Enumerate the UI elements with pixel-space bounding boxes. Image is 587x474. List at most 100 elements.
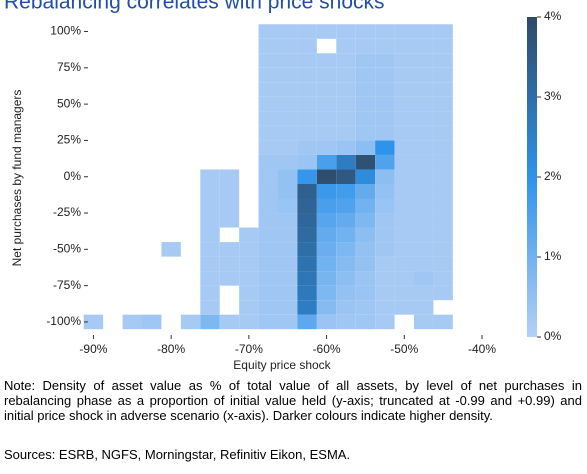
cell bbox=[355, 227, 376, 243]
cell bbox=[316, 314, 337, 330]
cell bbox=[394, 271, 415, 286]
cell bbox=[200, 213, 220, 228]
cell bbox=[297, 82, 317, 97]
cell bbox=[278, 111, 298, 126]
y-tick-label: -25% bbox=[53, 205, 81, 219]
cell bbox=[433, 82, 453, 97]
x-tick-label: -50% bbox=[390, 342, 418, 356]
colorbar-tick-label: 2% bbox=[544, 169, 562, 183]
cell bbox=[297, 271, 317, 286]
cell bbox=[336, 300, 356, 315]
cell bbox=[433, 183, 453, 199]
cell bbox=[433, 67, 453, 83]
cell bbox=[278, 300, 298, 315]
cell bbox=[394, 213, 415, 228]
cell bbox=[278, 256, 298, 272]
cell bbox=[355, 154, 376, 170]
cell bbox=[278, 242, 298, 257]
cell bbox=[200, 242, 220, 257]
cell bbox=[83, 314, 104, 330]
cell bbox=[278, 67, 298, 83]
cell bbox=[297, 227, 317, 243]
cell bbox=[355, 111, 376, 126]
cell bbox=[278, 154, 298, 170]
cell bbox=[394, 38, 415, 54]
cell bbox=[394, 140, 415, 155]
cell bbox=[394, 183, 415, 199]
cell bbox=[394, 53, 415, 68]
cell bbox=[336, 24, 356, 39]
cell bbox=[200, 256, 220, 272]
x-tick-label: -40% bbox=[468, 342, 496, 356]
cell bbox=[375, 24, 395, 39]
cell bbox=[375, 227, 395, 243]
cell bbox=[433, 24, 453, 39]
cell bbox=[375, 242, 395, 257]
cell bbox=[336, 213, 356, 228]
cell bbox=[297, 242, 317, 257]
cell bbox=[355, 38, 376, 54]
y-tick-label: -75% bbox=[53, 278, 81, 292]
cell bbox=[316, 82, 337, 97]
cell bbox=[433, 271, 453, 286]
cell bbox=[355, 183, 376, 199]
cell bbox=[316, 169, 337, 184]
cell bbox=[414, 213, 434, 228]
cell bbox=[219, 169, 240, 184]
cell bbox=[258, 154, 279, 170]
y-tick-label: 75% bbox=[57, 60, 81, 74]
note: Note: Density of asset value as % of tot… bbox=[4, 378, 582, 423]
y-tick-label: 25% bbox=[57, 133, 81, 147]
cell bbox=[278, 227, 298, 243]
cell bbox=[239, 300, 259, 315]
cell bbox=[200, 300, 220, 315]
y-tick-label: 100% bbox=[50, 24, 81, 38]
cell bbox=[258, 169, 279, 184]
cell bbox=[316, 67, 337, 83]
y-tick-label: -50% bbox=[53, 242, 81, 256]
cell bbox=[414, 256, 434, 272]
cell bbox=[219, 314, 240, 330]
cell bbox=[414, 314, 434, 330]
cell bbox=[297, 285, 317, 301]
cell bbox=[394, 285, 415, 301]
cell bbox=[258, 300, 279, 315]
colorbar-tick-label: 1% bbox=[544, 249, 562, 263]
cell bbox=[200, 227, 220, 243]
cell bbox=[336, 314, 356, 330]
cell bbox=[219, 242, 240, 257]
cell bbox=[433, 242, 453, 257]
cell bbox=[375, 82, 395, 97]
cell bbox=[200, 183, 220, 199]
cell bbox=[316, 242, 337, 257]
y-tick-label: 0% bbox=[64, 169, 82, 183]
cell bbox=[297, 183, 317, 199]
cell bbox=[355, 271, 376, 286]
cell bbox=[394, 111, 415, 126]
cell bbox=[433, 96, 453, 112]
cell bbox=[414, 154, 434, 170]
cell bbox=[375, 53, 395, 68]
x-tick-label: -60% bbox=[313, 342, 341, 356]
cell bbox=[375, 183, 395, 199]
cell bbox=[336, 53, 356, 68]
cell bbox=[219, 213, 240, 228]
cell bbox=[336, 82, 356, 97]
cell bbox=[297, 67, 317, 83]
cell bbox=[336, 256, 356, 272]
cell bbox=[278, 82, 298, 97]
cell bbox=[336, 38, 356, 54]
cell bbox=[336, 169, 356, 184]
y-axis-label: Net purchases by fund managers bbox=[10, 90, 24, 267]
cell bbox=[297, 96, 317, 112]
cell bbox=[414, 67, 434, 83]
cell bbox=[336, 242, 356, 257]
cell bbox=[258, 82, 279, 97]
cell bbox=[297, 314, 317, 330]
cell bbox=[316, 285, 337, 301]
cell bbox=[278, 183, 298, 199]
cell bbox=[336, 198, 356, 214]
cell bbox=[297, 38, 317, 54]
cell bbox=[394, 198, 415, 214]
cell bbox=[180, 314, 201, 330]
